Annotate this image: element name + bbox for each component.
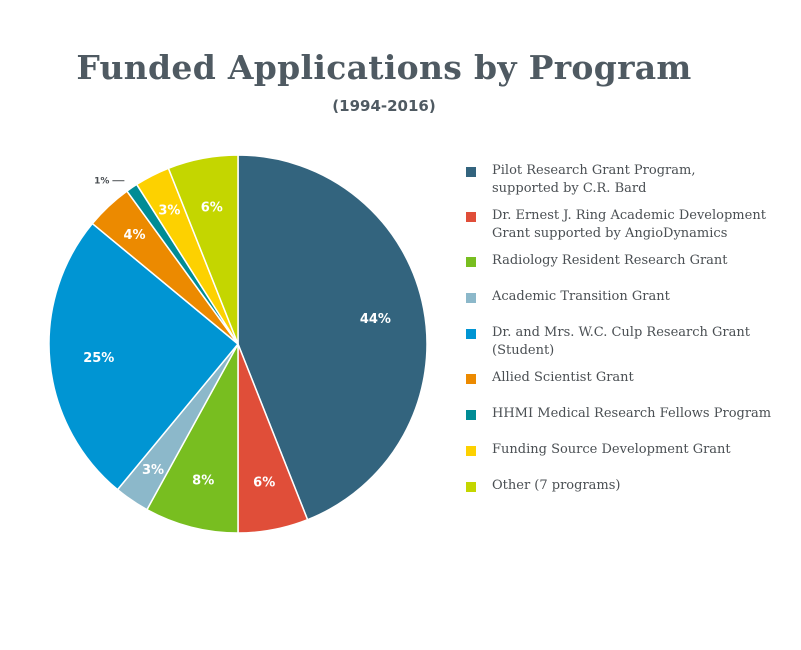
legend-swatch <box>466 374 476 384</box>
legend-label-line: Grant supported by AngioDynamics <box>492 226 728 241</box>
legend-swatch <box>466 257 476 267</box>
slice-label: 6% <box>253 475 275 490</box>
legend-label: Other (7 programs) <box>492 477 792 495</box>
pie-slice <box>145 343 239 534</box>
legend-swatch <box>466 329 476 339</box>
legend-label-line: HHMI Medical Research Fellows Program <box>492 406 772 421</box>
legend-label: Dr. and Mrs. W.C. Culp Research Grant (St… <box>492 324 792 360</box>
legend-swatch <box>466 293 476 303</box>
legend-label-line: Funding Source Development Grant <box>492 442 731 457</box>
legend-label-line: supported by C.R. Bard <box>492 181 647 196</box>
legend-label-line: Radiology Resident Research Grant <box>492 253 728 268</box>
slice-label: 25% <box>83 351 114 366</box>
slice-label: 44% <box>360 312 391 327</box>
slice-label: 3% <box>158 203 180 218</box>
slice-label: 4% <box>123 228 145 243</box>
slice-label: 3% <box>142 463 164 478</box>
legend-swatch <box>466 410 476 420</box>
legend-label-line: Other (7 programs) <box>492 478 621 493</box>
legend-label-line: Academic Transition Grant <box>492 289 670 304</box>
legend-label-line: Dr. and Mrs. W.C. Culp Research Grant <box>492 325 750 340</box>
legend-label-line: Allied Scientist Grant <box>492 370 634 385</box>
legend-swatch <box>466 482 476 492</box>
legend-label-line: Pilot Research Grant Program, <box>492 163 696 178</box>
pie-slice <box>48 222 240 491</box>
legend-label: Dr. Ernest J. Ring Academic Development G… <box>492 207 792 243</box>
slice-label: 8% <box>192 473 214 488</box>
legend-label: Academic Transition Grant <box>492 288 792 306</box>
legend-swatch <box>466 446 476 456</box>
chart-subtitle: (1994-2016) <box>332 97 436 115</box>
legend-label-line: (Student) <box>492 343 555 358</box>
legend-label: Pilot Research Grant Program, supported b… <box>492 162 792 198</box>
pie-slice <box>167 154 239 345</box>
legend-swatch <box>466 212 476 222</box>
slice-label: 6% <box>201 201 223 216</box>
legend-label: Allied Scientist Grant <box>492 369 792 387</box>
legend-label: Funding Source Development Grant <box>492 441 792 459</box>
pie-slice <box>237 154 428 521</box>
legend-label: HHMI Medical Research Fellows Program <box>492 405 792 423</box>
slice-label: 1% <box>94 177 109 187</box>
legend-label-line: Dr. Ernest J. Ring Academic Development <box>492 208 766 223</box>
legend-label: Radiology Resident Research Grant <box>492 252 792 270</box>
chart-title: Funded Applications by Program <box>76 48 692 87</box>
legend-swatch <box>466 167 476 177</box>
